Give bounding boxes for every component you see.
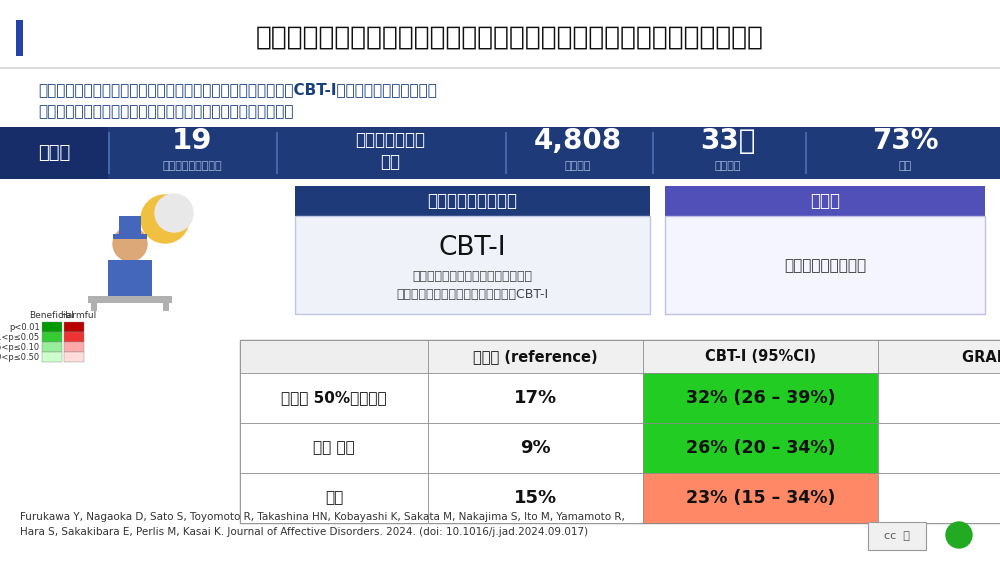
Text: p<0.01: p<0.01 bbox=[9, 323, 40, 332]
Bar bbox=[108, 132, 110, 174]
Bar bbox=[240, 423, 428, 473]
Bar bbox=[428, 340, 643, 373]
Bar bbox=[428, 373, 643, 423]
Text: CBT-I: CBT-I bbox=[439, 235, 506, 261]
Bar bbox=[428, 473, 643, 523]
Bar bbox=[113, 234, 147, 239]
Bar bbox=[428, 423, 643, 473]
Text: Hara S, Sakakibara E, Perlis M, Kasai K. Journal of Affective Disorders. 2024. (: Hara S, Sakakibara E, Perlis M, Kasai K.… bbox=[20, 527, 588, 537]
Bar bbox=[652, 132, 654, 174]
Bar bbox=[643, 340, 878, 373]
Circle shape bbox=[155, 194, 193, 232]
Text: Harmful: Harmful bbox=[60, 311, 96, 320]
Text: 0.10<p≤0.50: 0.10<p≤0.50 bbox=[0, 352, 40, 361]
Bar bbox=[91, 303, 97, 311]
Bar bbox=[643, 473, 878, 523]
Text: 不眠症を合併したうつ病の治療として、不眠の認知行動療法（CBT-I）は抑うつ症状・不眠症: 不眠症を合併したうつ病の治療として、不眠の認知行動療法（CBT-I）は抑うつ症状… bbox=[38, 83, 437, 97]
Bar bbox=[0, 0, 1000, 68]
Text: 参加者数: 参加者数 bbox=[565, 161, 591, 171]
Text: 32% (26 – 39%): 32% (26 – 39%) bbox=[686, 389, 835, 407]
Bar bbox=[878, 373, 1000, 423]
Text: 待機群・通常治療群: 待機群・通常治療群 bbox=[784, 258, 866, 274]
Bar bbox=[64, 322, 84, 332]
Text: Beneficial: Beneficial bbox=[30, 311, 74, 320]
Text: 26% (20 – 34%): 26% (20 – 34%) bbox=[686, 439, 835, 457]
Bar bbox=[119, 216, 141, 234]
Text: 0.01<p≤0.05: 0.01<p≤0.05 bbox=[0, 333, 40, 342]
Bar bbox=[64, 352, 84, 362]
Text: 平均年齢: 平均年齢 bbox=[715, 161, 741, 171]
Bar bbox=[295, 186, 650, 216]
Text: CBT-I (95%CI): CBT-I (95%CI) bbox=[705, 349, 816, 364]
Bar bbox=[240, 473, 428, 523]
Bar bbox=[505, 132, 507, 174]
Bar bbox=[665, 186, 985, 216]
Text: 不眠 寛解: 不眠 寛解 bbox=[313, 440, 355, 455]
Circle shape bbox=[141, 195, 189, 243]
Bar bbox=[0, 127, 1000, 179]
Text: 不眠の認知行動療法: 不眠の認知行動療法 bbox=[428, 192, 518, 210]
Text: 0.05<p≤0.10: 0.05<p≤0.10 bbox=[0, 342, 40, 351]
Bar bbox=[88, 296, 172, 303]
Text: GRADE (信頼性): GRADE (信頼性) bbox=[962, 349, 1000, 364]
Bar bbox=[42, 342, 62, 352]
Circle shape bbox=[946, 522, 972, 548]
Text: 9%: 9% bbox=[520, 439, 551, 457]
Bar bbox=[16, 20, 23, 56]
Text: 状の双方に有効である。ただし、脱落が増えるかもしれない。: 状の双方に有効である。ただし、脱落が増えるかもしれない。 bbox=[38, 105, 294, 119]
Bar bbox=[64, 342, 84, 352]
Bar bbox=[643, 373, 878, 423]
Text: 対照群 (reference): 対照群 (reference) bbox=[473, 349, 598, 364]
Bar bbox=[295, 216, 650, 314]
Bar bbox=[643, 423, 878, 473]
Bar bbox=[108, 260, 152, 298]
Text: 23% (15 – 34%): 23% (15 – 34%) bbox=[686, 489, 835, 507]
Text: マインドフルネスのいずれかを含むCBT-I: マインドフルネスのいずれかを含むCBT-I bbox=[396, 288, 549, 301]
Text: 33才: 33才 bbox=[700, 127, 756, 155]
Text: cc  ⓘ: cc ⓘ bbox=[884, 531, 910, 541]
Text: 15%: 15% bbox=[514, 489, 557, 507]
Text: Furukawa Y, Nagaoka D, Sato S, Toyomoto R, Takashina HN, Kobayashi K, Sakata M, : Furukawa Y, Nagaoka D, Sato S, Toyomoto … bbox=[20, 512, 625, 522]
Bar bbox=[0, 67, 1000, 69]
Bar bbox=[240, 373, 428, 423]
Text: うつ病＋不眠症: うつ病＋不眠症 bbox=[355, 131, 425, 149]
Text: 17%: 17% bbox=[514, 389, 557, 407]
Text: 73%: 73% bbox=[872, 127, 938, 155]
Text: 4,808: 4,808 bbox=[534, 127, 622, 155]
Bar bbox=[665, 216, 985, 314]
Bar bbox=[276, 132, 278, 174]
Bar bbox=[805, 132, 806, 174]
Bar bbox=[64, 332, 84, 342]
Text: 睡眠制限・刺激統制・認知再構成・: 睡眠制限・刺激統制・認知再構成・ bbox=[413, 270, 532, 283]
Text: 対照群: 対照群 bbox=[810, 192, 840, 210]
Bar bbox=[42, 322, 62, 332]
Bar bbox=[42, 352, 62, 362]
Bar bbox=[0, 127, 108, 179]
Text: 脱落: 脱落 bbox=[325, 490, 343, 506]
Text: 抑うつ 50%以上改善: 抑うつ 50%以上改善 bbox=[281, 391, 387, 405]
Bar bbox=[240, 340, 428, 373]
Bar bbox=[240, 340, 1000, 523]
Bar bbox=[163, 303, 169, 311]
Bar bbox=[878, 473, 1000, 523]
Text: ランダム化比較試験: ランダム化比較試験 bbox=[162, 161, 222, 171]
Text: 19: 19 bbox=[172, 127, 212, 155]
Text: データ: データ bbox=[38, 144, 70, 162]
Circle shape bbox=[113, 227, 147, 261]
Bar bbox=[868, 522, 926, 550]
Bar bbox=[878, 423, 1000, 473]
Text: 女性: 女性 bbox=[898, 161, 912, 171]
Bar bbox=[42, 332, 62, 342]
Text: 成人: 成人 bbox=[380, 153, 400, 171]
Text: うつ病に対する不眠の認知行動療法：系統的レビューとメタアナリシス: うつ病に対する不眠の認知行動療法：系統的レビューとメタアナリシス bbox=[256, 25, 764, 51]
Bar bbox=[878, 340, 1000, 373]
